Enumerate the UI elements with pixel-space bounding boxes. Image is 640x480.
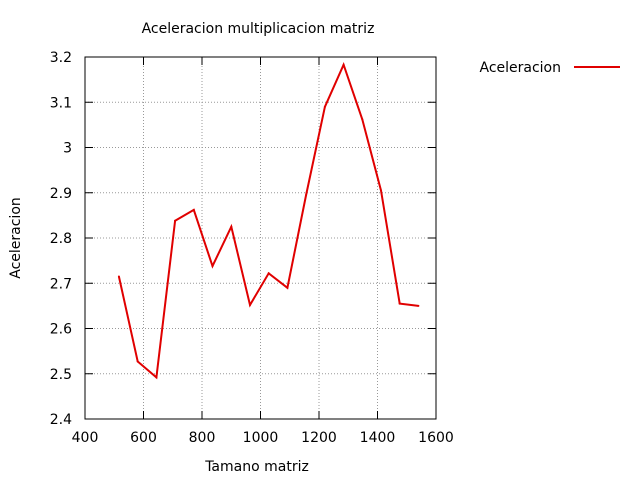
data-point bbox=[211, 265, 214, 268]
x-tick-label: 1400 bbox=[360, 430, 396, 446]
data-point bbox=[117, 275, 120, 278]
data-point bbox=[249, 304, 251, 306]
data-point bbox=[417, 304, 420, 307]
y-tick-label: 2.8 bbox=[50, 231, 72, 247]
series-line bbox=[117, 61, 419, 380]
data-point bbox=[286, 286, 289, 289]
data-point bbox=[192, 208, 195, 211]
data-point bbox=[398, 302, 401, 305]
data-point bbox=[267, 272, 270, 275]
data-point bbox=[230, 225, 233, 228]
data-point bbox=[136, 360, 139, 363]
y-tick-label: 3.2 bbox=[50, 50, 72, 66]
data-point bbox=[361, 118, 364, 121]
grid-lines bbox=[85, 57, 436, 419]
x-tick-label: 1600 bbox=[418, 430, 454, 446]
y-axis-label: Aceleracion bbox=[8, 197, 24, 279]
data-point bbox=[174, 219, 177, 222]
x-tick-label: 400 bbox=[72, 430, 99, 446]
x-tick-label: 1200 bbox=[301, 430, 337, 446]
legend-label: Aceleracion bbox=[479, 60, 561, 76]
x-axis-label: Tamano matriz bbox=[204, 459, 309, 475]
y-tick-label: 2.9 bbox=[50, 186, 72, 202]
data-point bbox=[305, 194, 308, 196]
chart-title: Aceleracion multiplicacion matriz bbox=[142, 21, 375, 37]
y-tick-label: 3.1 bbox=[50, 95, 72, 111]
x-tick-label: 800 bbox=[189, 430, 216, 446]
data-point bbox=[155, 376, 158, 379]
data-point bbox=[380, 189, 382, 192]
series-group bbox=[117, 61, 420, 380]
y-tick-label: 2.5 bbox=[50, 367, 72, 383]
y-tick-label: 2.7 bbox=[50, 276, 72, 292]
x-tick-label: 1000 bbox=[243, 430, 279, 446]
y-tick-label: 3 bbox=[63, 141, 72, 157]
x-axis: 400 600 800 1000 1200 1400 1600 bbox=[72, 57, 454, 446]
y-tick-label: 2.6 bbox=[50, 322, 72, 338]
x-tick-label: 600 bbox=[130, 430, 157, 446]
data-point bbox=[342, 63, 345, 66]
y-axis: 2.4 2.5 2.6 2.7 2.8 2.9 3 3.1 3.2 bbox=[50, 50, 436, 428]
y-tick-label: 2.4 bbox=[50, 412, 72, 428]
data-point bbox=[323, 105, 326, 108]
legend: Aceleracion bbox=[479, 60, 620, 76]
